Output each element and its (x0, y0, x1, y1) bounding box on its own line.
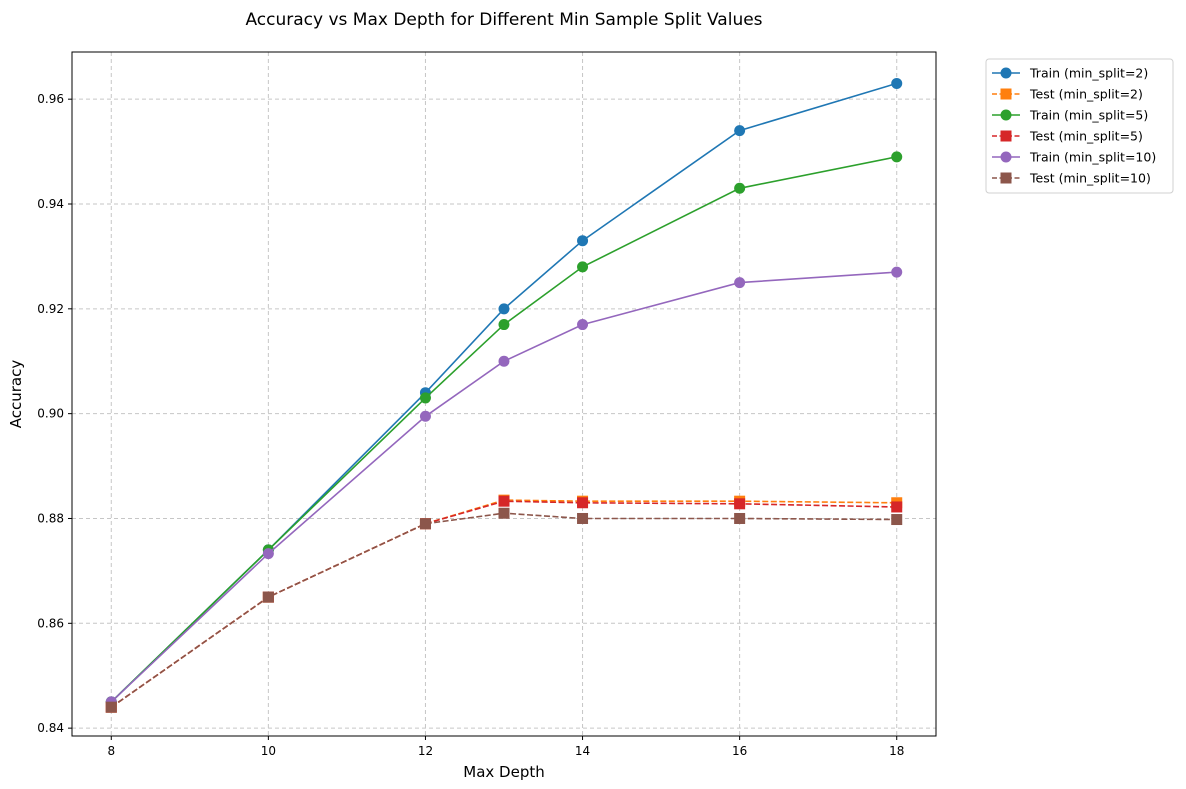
legend-item: Test (min_split=2) (992, 87, 1143, 102)
series-0 (105, 77, 903, 708)
x-tick-label: 8 (107, 744, 115, 758)
data-point (498, 495, 510, 507)
data-point (498, 355, 510, 367)
y-tick-label: 0.84 (37, 721, 64, 735)
y-tick-label: 0.90 (37, 407, 64, 421)
series-5 (105, 507, 903, 713)
data-point (891, 514, 903, 526)
y-tick-label: 0.86 (37, 616, 64, 630)
legend-item: Test (min_split=5) (992, 129, 1143, 144)
grid-lines (72, 52, 936, 736)
data-point (577, 512, 589, 524)
data-point (419, 518, 431, 530)
plot-frame (71, 51, 937, 737)
series-line (110, 271, 897, 703)
data-point (734, 512, 746, 524)
series-layer (105, 77, 903, 713)
chart-title: Accuracy vs Max Depth for Different Min … (245, 10, 762, 30)
data-point (734, 277, 746, 289)
x-tick-label: 18 (889, 744, 904, 758)
legend-marker (1000, 109, 1012, 121)
legend-label: Test (min_split=5) (1029, 129, 1143, 144)
legend-box (985, 58, 1174, 194)
data-point (419, 410, 431, 422)
y-axis-label: Accuracy (7, 360, 25, 429)
series-2 (105, 151, 903, 708)
legend-item: Train (min_split=10) (992, 150, 1156, 165)
legend-marker (1000, 172, 1012, 184)
x-tick-label: 10 (261, 744, 276, 758)
x-tick-label: 12 (418, 744, 433, 758)
legend-item: Test (min_split=10) (992, 171, 1151, 186)
data-point (891, 77, 903, 89)
legend-marker (1000, 151, 1012, 163)
data-point (734, 125, 746, 137)
data-point (498, 319, 510, 331)
series-3 (105, 495, 903, 713)
y-tick-label: 0.92 (37, 302, 64, 316)
legend-marker (1000, 67, 1012, 79)
data-point (577, 261, 589, 273)
legend-label: Test (min_split=2) (1029, 87, 1143, 102)
x-tick-label: 16 (732, 744, 747, 758)
y-axis-ticks: 0.84 0.86 0.88 0.90 0.92 0.94 0.96 (37, 92, 72, 735)
data-point (577, 319, 589, 331)
legend-label: Train (min_split=5) (1029, 108, 1148, 123)
data-point (734, 182, 746, 194)
series-line (110, 156, 897, 703)
data-point (891, 266, 903, 278)
data-point (262, 548, 274, 560)
series-line (110, 82, 897, 703)
y-tick-label: 0.94 (37, 197, 64, 211)
legend-item: Train (min_split=5) (992, 108, 1148, 123)
data-point (891, 151, 903, 163)
legend-marker (1000, 130, 1012, 142)
x-axis-ticks: 8 10 12 14 16 18 (107, 736, 904, 758)
data-point (734, 498, 746, 510)
series-line (110, 512, 897, 708)
y-tick-label: 0.96 (37, 92, 64, 106)
data-point (105, 701, 117, 713)
legend-marker (1000, 88, 1012, 100)
legend-label: Train (min_split=2) (1029, 66, 1148, 81)
series-4 (105, 266, 903, 708)
series-line (110, 500, 897, 708)
legend-label: Train (min_split=10) (1029, 150, 1156, 165)
data-point (419, 392, 431, 404)
legend-item: Train (min_split=2) (992, 66, 1148, 81)
series-line (110, 499, 897, 708)
data-point (577, 497, 589, 509)
data-point (891, 501, 903, 513)
legend-label: Test (min_split=10) (1029, 171, 1151, 186)
data-point (498, 303, 510, 315)
y-tick-label: 0.88 (37, 511, 64, 525)
data-point (262, 591, 274, 603)
x-axis-label: Max Depth (463, 763, 544, 781)
data-point (577, 235, 589, 247)
series-1 (105, 494, 903, 713)
x-tick-label: 14 (575, 744, 590, 758)
data-point (498, 507, 510, 519)
legend: Train (min_split=2) Test (min_split=2) Tra… (985, 58, 1174, 194)
